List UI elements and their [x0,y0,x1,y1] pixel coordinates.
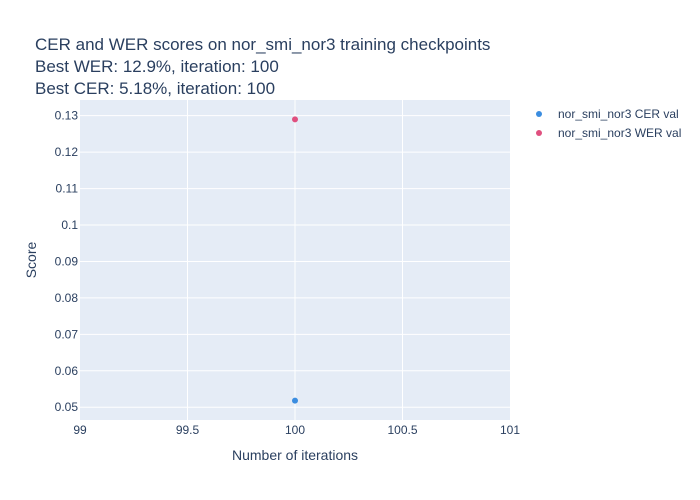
legend: nor_smi_nor3 CER val nor_smi_nor3 WER va… [536,107,681,140]
x-tick-label: 100.5 [387,423,417,437]
data-point-cer[interactable] [292,397,298,404]
y-tick-labels: 0.05 0.06 0.07 0.08 0.09 0.1 0.11 0.12 0.13 [55,109,79,415]
legend-marker-cer[interactable] [536,111,542,117]
y-tick-label: 0.11 [56,182,79,196]
legend-marker-wer[interactable] [536,130,542,136]
chart-title-line-2: Best WER: 12.9%, iteration: 100 [35,57,279,76]
y-tick-label: 0.06 [55,364,79,378]
x-tick-label: 100 [285,423,305,437]
x-axis-title: Number of iterations [232,447,358,463]
legend-label-cer[interactable]: nor_smi_nor3 CER val [558,107,679,121]
y-tick-label: 0.13 [55,109,79,123]
y-tick-label: 0.1 [61,218,78,232]
y-tick-label: 0.07 [55,327,79,341]
x-tick-label: 99.5 [176,423,200,437]
x-tick-label: 99 [73,423,87,437]
x-tick-labels: 99 99.5 100 100.5 101 [73,423,520,437]
chart-title: CER and WER scores on nor_smi_nor3 train… [35,35,490,98]
x-gridlines [187,100,403,420]
chart-title-line-3: Best CER: 5.18%, iteration: 100 [35,79,275,98]
data-point-wer[interactable] [292,116,298,123]
x-tick-label: 101 [500,423,520,437]
chart-title-line-1: CER and WER scores on nor_smi_nor3 train… [35,35,490,54]
y-axis-title: Score [23,242,39,279]
y-gridlines [80,115,510,408]
y-tick-label: 0.08 [55,291,79,305]
y-tick-label: 0.09 [55,254,79,268]
y-tick-label: 0.12 [55,145,79,159]
y-tick-label: 0.05 [55,400,79,414]
data-points [292,116,298,404]
legend-label-wer[interactable]: nor_smi_nor3 WER val [558,126,681,140]
